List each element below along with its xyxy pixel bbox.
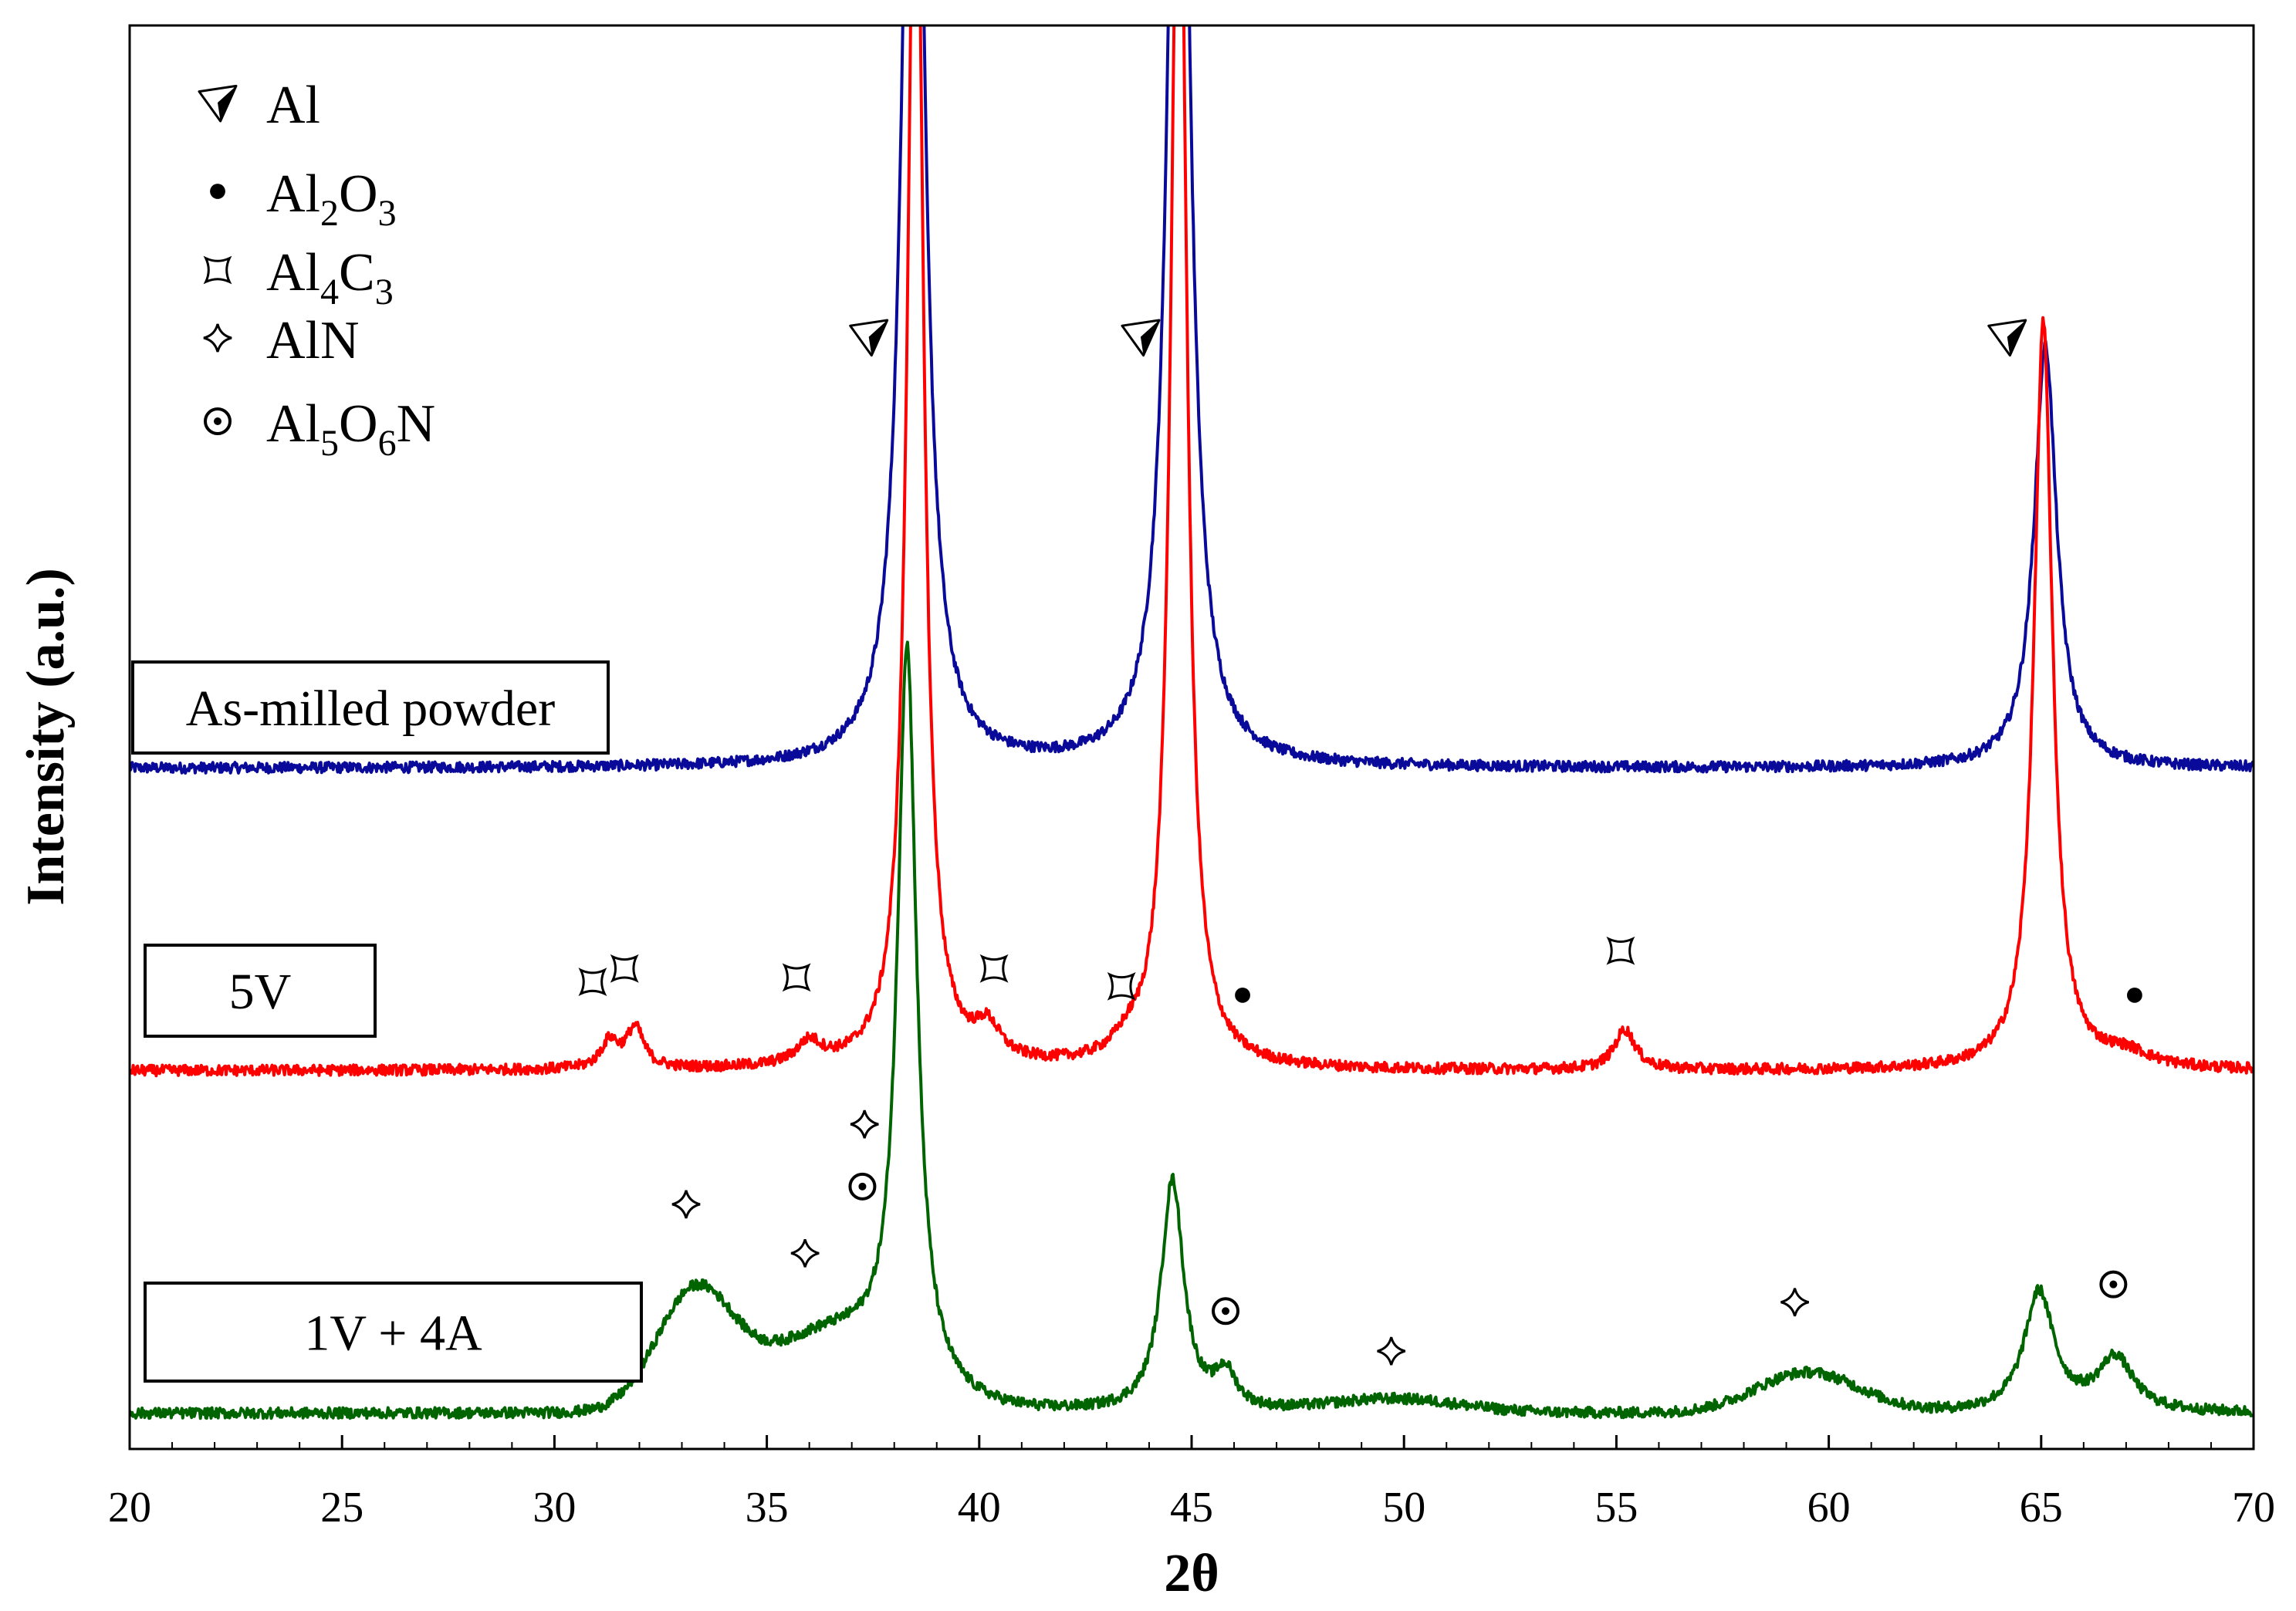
series-line-0	[130, 25, 2254, 775]
legend-marker-arrowhead	[198, 84, 238, 123]
legend-entry-2: Al4C3	[203, 243, 394, 312]
annotation-arrowhead-1	[1121, 319, 1161, 357]
sample-box-frame	[144, 1282, 643, 1383]
sample-box-label: As-milled powder	[186, 681, 555, 737]
x-tick-label-7: 55	[1594, 1484, 1638, 1532]
annotation-square-star-7	[1107, 971, 1136, 1001]
x-tick-label-5: 45	[1170, 1484, 1213, 1532]
legend-entry-4: Al5O6N	[204, 394, 435, 464]
annotation-four-point-star-15	[1780, 1288, 1809, 1317]
sample-box-label: 5V	[229, 964, 292, 1020]
annotation-four-point-star-12	[671, 1190, 701, 1219]
annotation-square-star-6	[979, 954, 1009, 983]
annotation-filled-circle-10	[2126, 988, 2142, 1003]
legend-marker-four-point-star	[203, 323, 232, 353]
x-tick-label-4: 40	[958, 1484, 1001, 1532]
series-line-2	[130, 640, 2254, 1420]
legend-label-2: Al4C3	[266, 243, 394, 312]
x-tick-label-9: 65	[2020, 1484, 2063, 1532]
annotation-arrowhead-0	[849, 319, 889, 357]
sample-box-frame	[144, 944, 377, 1038]
annotation-dot-circle-18	[2099, 1270, 2128, 1299]
legend-label-1: Al2O3	[266, 164, 397, 234]
annotation-square-star-4	[610, 954, 639, 983]
sample-box-2: 1V + 4A	[144, 1282, 643, 1383]
sample-box-0: As-milled powder	[131, 660, 610, 755]
x-tick-label-8: 60	[1807, 1484, 1851, 1532]
legend-entry-0: Al	[198, 76, 320, 135]
legend-marker-dot-circle	[204, 407, 232, 435]
x-tick-label-3: 35	[746, 1484, 789, 1532]
legend-marker-square-star	[203, 255, 232, 285]
legend-entry-3: AlN	[203, 311, 360, 370]
annotation-four-point-star-11	[850, 1109, 879, 1139]
x-tick-label-10: 70	[2232, 1484, 2275, 1532]
x-tick-label-0: 20	[108, 1484, 151, 1532]
x-axis-title: 2θ	[1164, 1544, 1219, 1603]
annotation-square-star-8	[1606, 936, 1635, 965]
annotation-dot-circle-17	[1212, 1297, 1240, 1326]
legend-marker-filled-circle	[210, 184, 225, 199]
x-axis-ticks: 20 25 30 35 40 45 50 55 60 65 70	[108, 1435, 2275, 1532]
series-line-1	[130, 25, 2254, 1078]
annotation-dot-circle-16	[848, 1172, 877, 1201]
annotation-arrowhead-2	[1987, 319, 2027, 357]
series-layer	[130, 25, 2254, 1420]
x-tick-label-2: 30	[533, 1484, 576, 1532]
annotation-square-star-3	[578, 968, 607, 997]
y-axis-title: Intensity (a.u.)	[16, 568, 76, 906]
legend-entry-1: Al2O3	[210, 164, 397, 234]
legend-label-3: AlN	[266, 311, 360, 370]
sample-box-frame	[131, 660, 610, 755]
sample-box-label: 1V + 4A	[304, 1305, 482, 1362]
annotation-layer	[578, 319, 2142, 1366]
sample-labels: As-milled powder 5V 1V + 4A	[131, 660, 643, 1383]
x-tick-label-6: 50	[1382, 1484, 1425, 1532]
annotation-four-point-star-13	[790, 1238, 820, 1268]
x-tick-label-1: 25	[320, 1484, 364, 1532]
annotation-square-star-5	[782, 963, 811, 992]
sample-box-1: 5V	[144, 944, 377, 1038]
legend-label-0: Al	[266, 76, 320, 135]
annotation-four-point-star-14	[1377, 1336, 1406, 1366]
annotation-filled-circle-9	[1235, 988, 1250, 1003]
legend-label-4: Al5O6N	[266, 394, 435, 464]
